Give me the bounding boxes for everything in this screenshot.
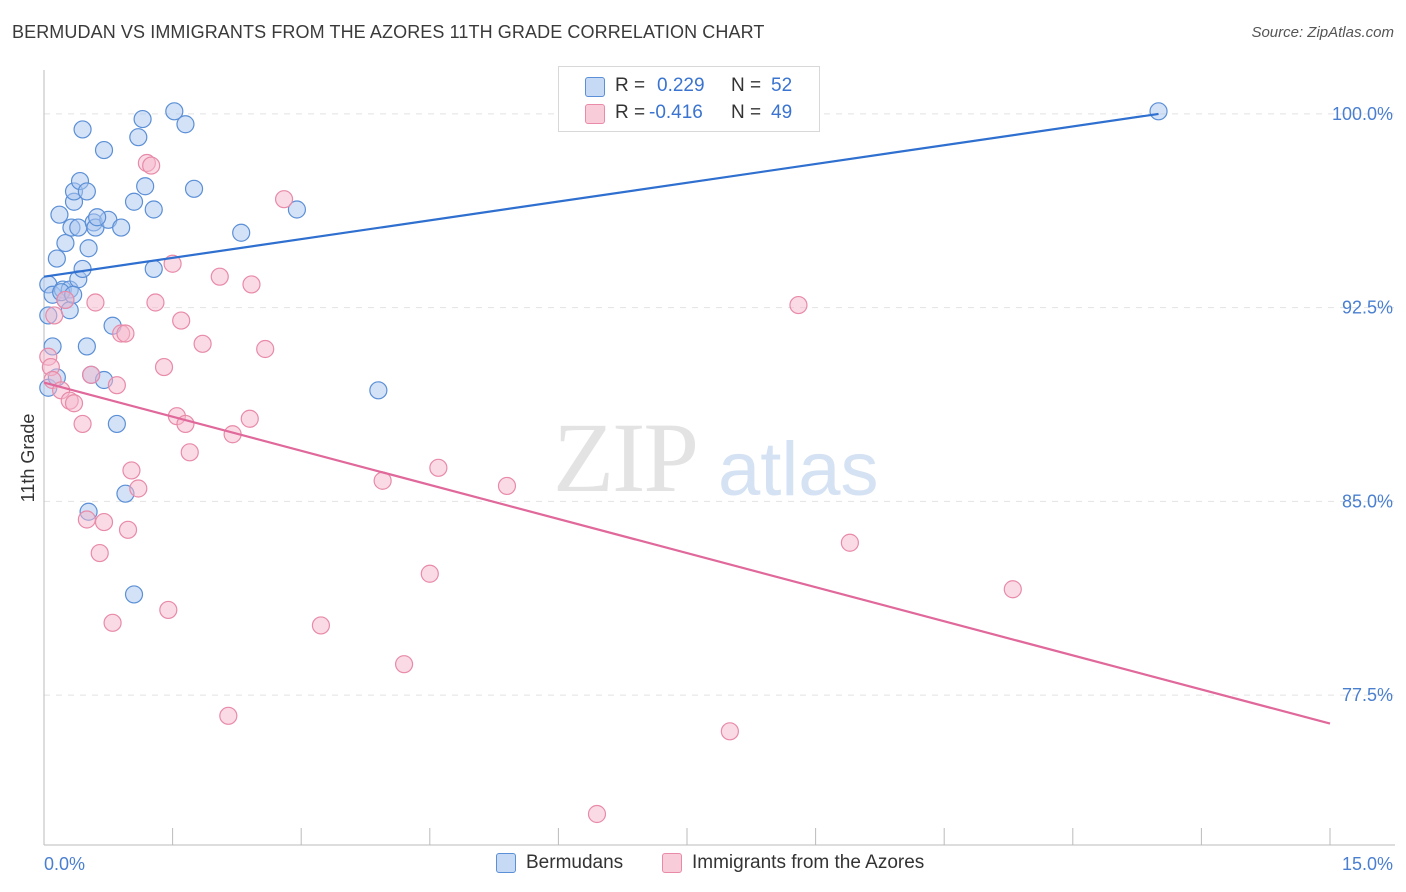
stats-bermudans-swatch [585,77,605,97]
bermudans-point [232,223,251,242]
azores-point [45,306,64,325]
azores-point [90,543,109,563]
bermudans-point [369,381,388,400]
stats-bermudans-r-value: 0.229 [657,75,705,96]
azores-point [420,564,439,583]
x-tick-label: 0.0% [44,854,85,874]
bermudans-point [133,109,152,129]
bermudans-point [77,337,96,356]
y-tick-label: 100.0% [1332,104,1393,124]
bermudans-point [124,192,144,211]
azores-point [394,655,414,674]
y-axis-label: 11th Grade [18,414,38,503]
azores-point [789,295,808,315]
azores-point [94,512,114,532]
stats-azores-swatch [585,104,605,124]
azores-point [497,476,517,496]
legend-azores-swatch [662,853,682,873]
stats-bermudans-n-value: 52 [771,75,793,96]
azores-point [242,275,261,294]
azores-point [116,324,135,343]
azores-point [154,357,174,377]
bermudans-point [88,208,107,227]
x-tick-label: 15.0% [1342,854,1393,874]
azores-point [210,267,229,286]
azores-point [180,443,199,462]
bermudans-point [1149,102,1168,121]
azores-point [1003,580,1022,599]
azores-point [118,520,138,539]
azores-point [840,533,859,552]
bermudans-point [94,140,114,160]
stats-box: R = 0.229 N = 52 R = -0.416 N = 49 [558,66,820,132]
bermudans-point [184,179,204,198]
stats-bermudans-n-label: N = [731,75,762,96]
bermudans-point [287,200,307,219]
azores-point [193,334,212,353]
bermudans-point [73,120,92,139]
stats-azores-r-label: R = [615,102,646,123]
bermudans-point [50,205,69,224]
azores-point [720,722,739,741]
azores-point [142,156,161,175]
stats-bermudans-r-label: R = [615,75,646,96]
bermudans-point [144,200,163,219]
azores-point [64,394,84,413]
azores-point [73,414,92,434]
bermudans-point [112,218,131,237]
bermudans-point [144,259,163,279]
azores-point [587,804,607,824]
azores-point [219,706,238,725]
stats-azores-n-value: 49 [771,102,793,123]
azores-trend-line [43,381,1331,725]
bermudans-point [107,414,126,434]
azores-point [240,409,259,428]
y-tick-label: 92.5% [1342,298,1393,318]
source-label: Source: ZipAtlas.com [1251,24,1394,41]
azores-point [129,479,148,498]
azores-point [256,339,275,359]
legend-bermudans: Bermudans [496,852,623,874]
bermudans-point [77,182,96,201]
watermark-atlas: atlas [718,427,879,512]
azores-point [122,461,141,480]
bermudans-trend-line [43,112,1159,278]
bermudans-point [124,585,144,604]
azores-point [56,290,75,310]
bermudans-point [136,177,155,196]
azores-point [146,293,165,312]
stats-azores-n-label: N = [731,102,762,123]
azores-point [311,616,331,635]
azores-point [107,376,126,395]
chart-title: BERMUDAN VS IMMIGRANTS FROM THE AZORES 1… [12,22,765,42]
azores-point [159,600,178,620]
azores-point [77,510,96,529]
y-tick-label: 77.5% [1342,685,1393,705]
bermudans-point [47,249,66,268]
azores-point [82,365,101,384]
azores-point [274,190,294,209]
legend-azores-label: Immigrants from the Azores [692,852,925,873]
bermudans-point [56,233,75,253]
bermudans-point [165,102,184,121]
bermudans-point [73,259,92,279]
y-tick-label: 85.0% [1342,491,1393,511]
stats-azores-r-value: -0.416 [649,102,703,123]
bermudans-point [176,115,195,134]
azores-point [429,458,448,477]
bermudans-point [69,218,88,237]
azores-point [103,613,122,632]
watermark-zip: ZIP [553,402,699,513]
legend-bermudans-swatch [496,853,516,873]
azores-point [172,311,191,330]
azores-point [86,293,105,312]
bermudans-point [79,239,98,258]
legend-bermudans-label: Bermudans [526,852,624,873]
legend-azores: Immigrants from the Azores [662,852,924,874]
bermudans-point [129,128,148,147]
